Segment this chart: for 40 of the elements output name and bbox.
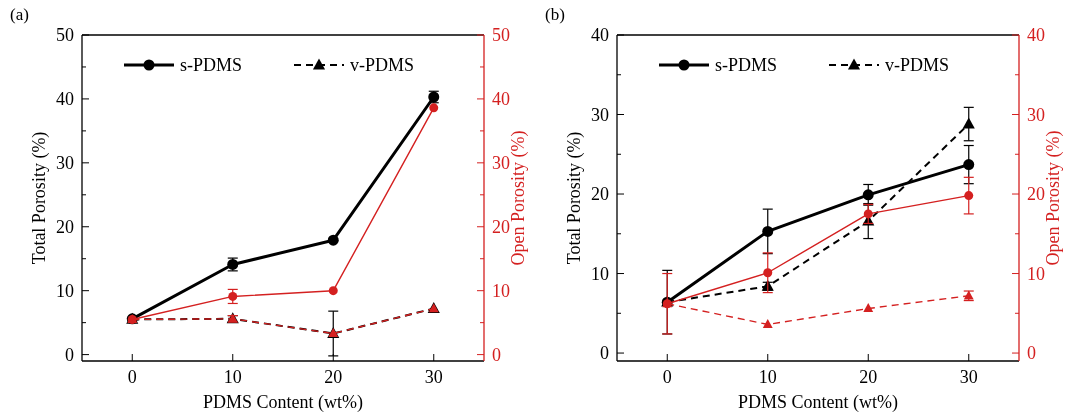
x-axis-title: PDMS Content (wt%) [737, 392, 899, 412]
x-tick-label: 10 [758, 367, 777, 387]
y-tick-label: 20 [591, 184, 609, 205]
legend-label: s-PDMS [180, 55, 243, 75]
legend-label: s-PDMS [715, 55, 778, 75]
y2-tick-label: 30 [1027, 104, 1045, 125]
y-axis-title: Total Porosity (%) [29, 131, 50, 265]
y-tick-label: 0 [65, 344, 74, 365]
y2-tick-label: 40 [492, 88, 510, 109]
legend-label: v-PDMS [350, 55, 415, 75]
y-tick-label: 30 [591, 104, 609, 125]
y2-tick-label: 40 [1027, 25, 1045, 45]
y2-tick-label: 20 [492, 216, 510, 237]
y2-tick-label: 0 [1027, 343, 1036, 364]
legend-label: v-PDMS [885, 55, 950, 75]
y-axis-title: Total Porosity (%) [564, 131, 585, 265]
y-tick-label: 40 [591, 25, 609, 45]
chart-title: (a) [10, 5, 29, 24]
y-tick-label: 30 [56, 152, 74, 173]
x-tick-label: 30 [959, 367, 978, 387]
x-tick-label: 20 [324, 367, 343, 387]
x-tick-label: 20 [859, 367, 878, 387]
y-tick-label: 0 [600, 343, 609, 364]
y2-tick-label: 10 [1027, 263, 1045, 284]
x-tick-label: 10 [223, 367, 242, 387]
y2-tick-label: 50 [492, 25, 510, 45]
x-axis-title: PDMS Content (wt%) [202, 392, 364, 412]
y2-tick-label: 10 [492, 280, 510, 301]
y2-tick-label: 0 [492, 344, 501, 365]
x-tick-label: 0 [127, 367, 137, 387]
chart-title: (b) [545, 5, 565, 24]
y-tick-label: 20 [56, 216, 74, 237]
x-tick-label: 30 [424, 367, 443, 387]
x-tick-label: 0 [662, 367, 672, 387]
y-tick-label: 10 [591, 263, 609, 284]
y2-tick-label: 20 [1027, 184, 1045, 205]
y2-tick-label: 30 [492, 152, 510, 173]
y-tick-label: 40 [56, 88, 74, 109]
y-tick-label: 50 [56, 25, 74, 45]
y-tick-label: 10 [56, 280, 74, 301]
